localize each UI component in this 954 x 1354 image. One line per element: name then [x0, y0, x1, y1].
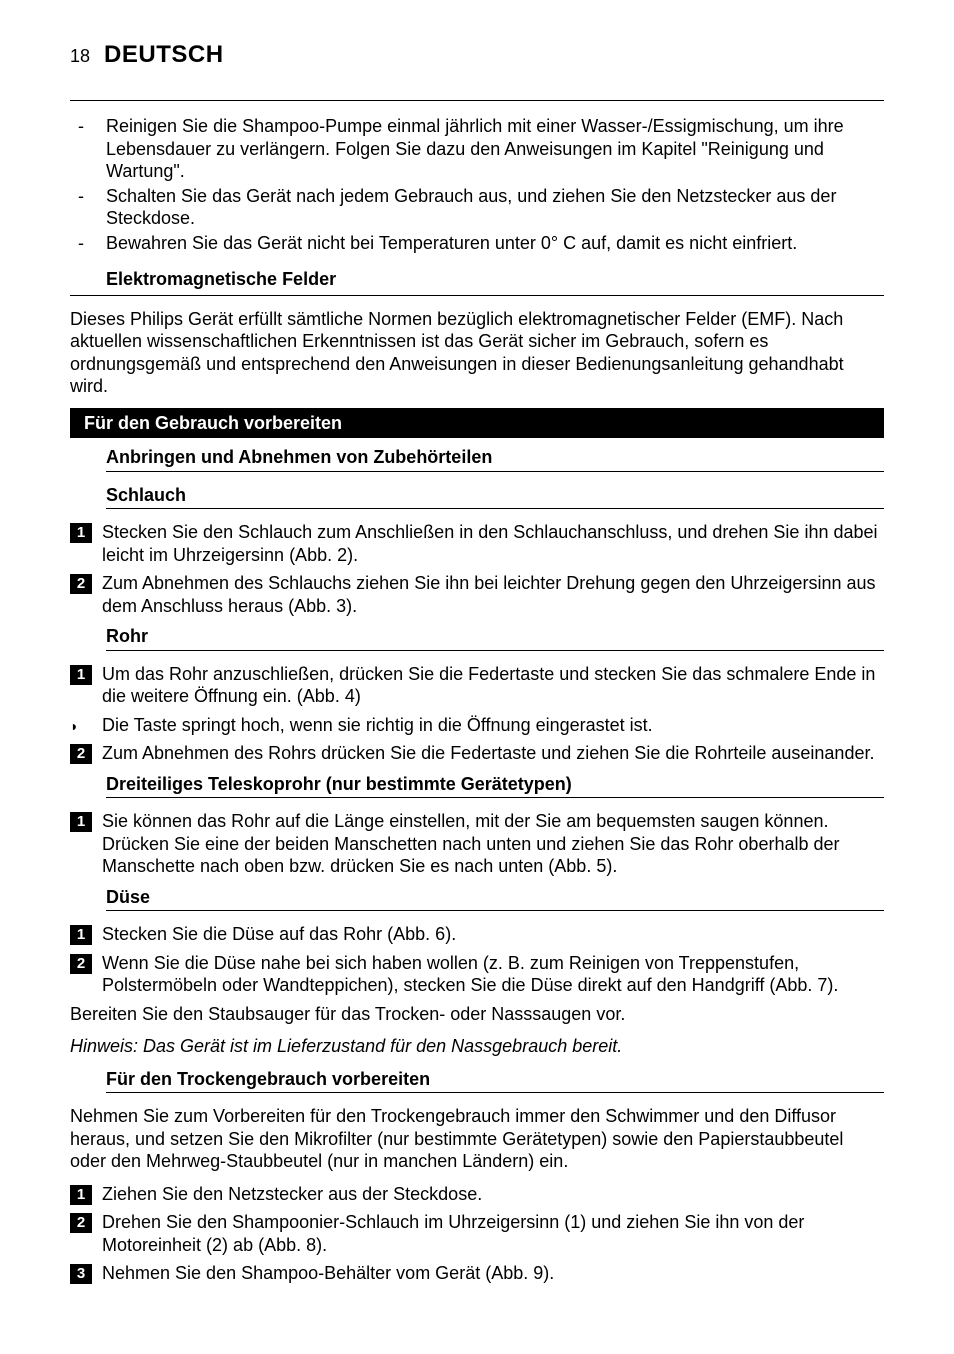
step-number-icon: 2	[70, 954, 92, 974]
step-number-icon: 3	[70, 1264, 92, 1284]
rule	[106, 1092, 884, 1093]
dash-icon: -	[78, 185, 106, 230]
list-item-text: Bewahren Sie das Gerät nicht bei Tempera…	[106, 232, 797, 255]
list-item-text: Schalten Sie das Gerät nach jedem Gebrau…	[106, 185, 884, 230]
numbered-step: 2 Zum Abnehmen des Rohrs drücken Sie die…	[70, 742, 884, 765]
dash-icon: -	[78, 232, 106, 255]
step-text: Nehmen Sie den Shampoo-Behälter vom Gerä…	[102, 1262, 884, 1285]
teleskop-heading: Dreiteiliges Teleskoprohr (nur bestimmte…	[106, 773, 884, 796]
step-number-icon: 2	[70, 1213, 92, 1233]
step-text: Stecken Sie die Düse auf das Rohr (Abb. …	[102, 923, 884, 946]
rule	[106, 508, 884, 509]
numbered-step: 3 Nehmen Sie den Shampoo-Behälter vom Ge…	[70, 1262, 884, 1285]
rule	[106, 471, 884, 472]
step-text: Zum Abnehmen des Rohrs drücken Sie die F…	[102, 742, 884, 765]
step-text: Stecken Sie den Schlauch zum Anschließen…	[102, 521, 884, 566]
numbered-step: 2 Zum Abnehmen des Schlauchs ziehen Sie …	[70, 572, 884, 617]
list-item-text: Reinigen Sie die Shampoo-Pumpe einmal jä…	[106, 115, 884, 183]
emf-body: Dieses Philips Gerät erfüllt sämtliche N…	[70, 308, 884, 398]
list-item: - Schalten Sie das Gerät nach jedem Gebr…	[106, 185, 884, 230]
emf-heading: Elektromagnetische Felder	[106, 268, 884, 291]
numbered-step: 1 Um das Rohr anzuschließen, drücken Sie…	[70, 663, 884, 708]
trocken-intro: Nehmen Sie zum Vorbereiten für den Trock…	[70, 1105, 884, 1173]
attach-heading: Anbringen und Abnehmen von Zubehörteilen	[106, 446, 884, 469]
step-number-icon: 1	[70, 812, 92, 832]
step-text: Um das Rohr anzuschließen, drücken Sie d…	[102, 663, 884, 708]
step-text: Zum Abnehmen des Schlauchs ziehen Sie ih…	[102, 572, 884, 617]
step-number-icon: 1	[70, 665, 92, 685]
list-item: - Reinigen Sie die Shampoo-Pumpe einmal …	[106, 115, 884, 183]
page-header: 18 DEUTSCH	[70, 40, 884, 70]
trocken-heading: Für den Trockengebrauch vorbereiten	[106, 1068, 884, 1091]
dash-icon: -	[78, 115, 106, 183]
intro-bullet-list: - Reinigen Sie die Shampoo-Pumpe einmal …	[106, 115, 884, 254]
numbered-step: 1 Sie können das Rohr auf die Länge eins…	[70, 810, 884, 878]
step-text: Sie können das Rohr auf die Länge einste…	[102, 810, 884, 878]
rule	[106, 650, 884, 651]
step-number-icon: 1	[70, 925, 92, 945]
rule	[106, 910, 884, 911]
language-title: DEUTSCH	[104, 40, 224, 70]
triangle-icon: ◗	[70, 718, 92, 737]
numbered-step: 1 Stecken Sie die Düse auf das Rohr (Abb…	[70, 923, 884, 946]
duese-after-text: Bereiten Sie den Staubsauger für das Tro…	[70, 1003, 884, 1026]
page-number: 18	[70, 45, 90, 68]
numbered-step: 2 Wenn Sie die Düse nahe bei sich haben …	[70, 952, 884, 997]
step-number-icon: 2	[70, 744, 92, 764]
duese-heading: Düse	[106, 886, 884, 909]
numbered-step: 1 Ziehen Sie den Netzstecker aus der Ste…	[70, 1183, 884, 1206]
step-number-icon: 2	[70, 574, 92, 594]
list-item: - Bewahren Sie das Gerät nicht bei Tempe…	[106, 232, 884, 255]
rule	[70, 295, 884, 296]
rohr-heading: Rohr	[106, 625, 884, 648]
step-number-icon: 1	[70, 1185, 92, 1205]
step-text: Drehen Sie den Shampoonier-Schlauch im U…	[102, 1211, 884, 1256]
schlauch-heading: Schlauch	[106, 484, 884, 507]
step-text: Wenn Sie die Düse nahe bei sich haben wo…	[102, 952, 884, 997]
numbered-step: 1 Stecken Sie den Schlauch zum Anschließ…	[70, 521, 884, 566]
rule	[106, 797, 884, 798]
step-number-icon: 1	[70, 523, 92, 543]
note-text: Die Taste springt hoch, wenn sie richtig…	[102, 714, 884, 737]
hinweis-note: Hinweis: Das Gerät ist im Lieferzustand …	[70, 1035, 884, 1058]
step-text: Ziehen Sie den Netzstecker aus der Steck…	[102, 1183, 884, 1206]
header-rule	[70, 100, 884, 101]
note-item: ◗ Die Taste springt hoch, wenn sie richt…	[70, 714, 884, 737]
numbered-step: 2 Drehen Sie den Shampoonier-Schlauch im…	[70, 1211, 884, 1256]
section-bar-prepare: Für den Gebrauch vorbereiten	[70, 408, 884, 439]
